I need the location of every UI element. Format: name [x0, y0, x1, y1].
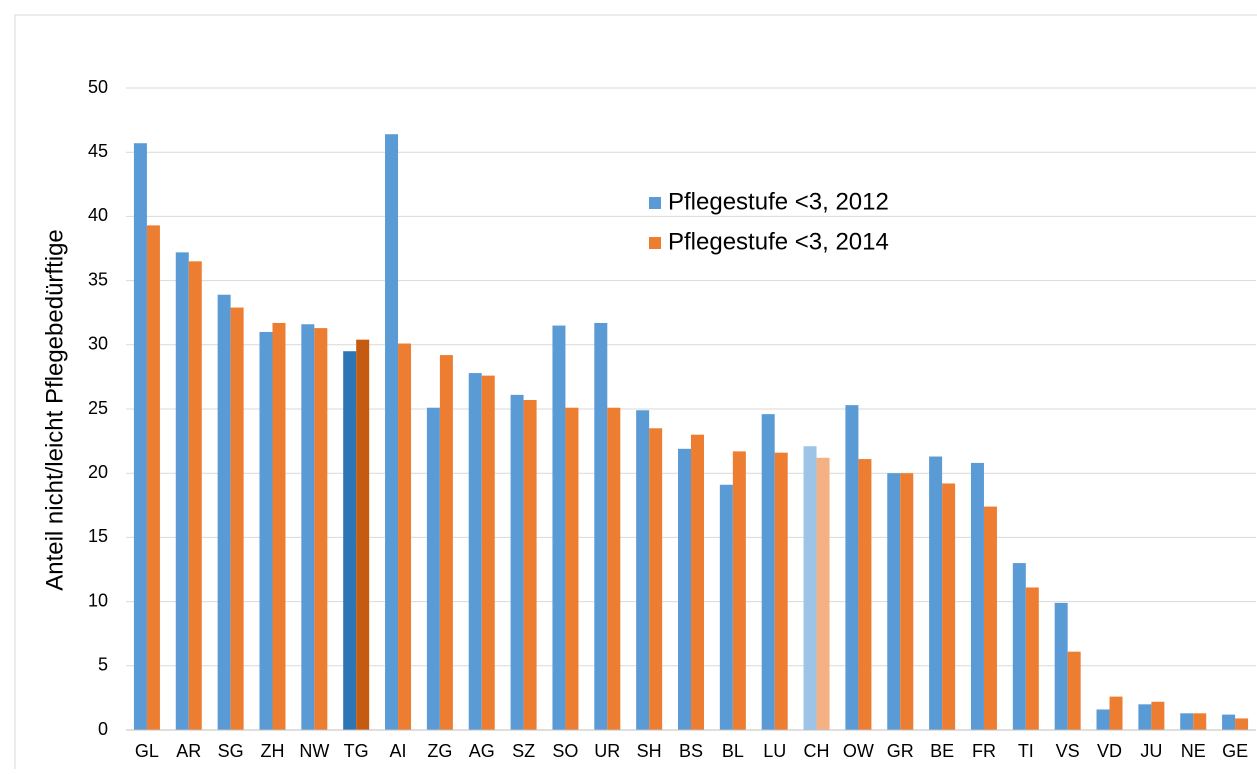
- x-tick-label: GR: [887, 741, 914, 761]
- bar: [1067, 651, 1081, 730]
- bar: [481, 375, 495, 730]
- x-tick-label: LU: [763, 741, 786, 761]
- bar: [398, 343, 412, 730]
- bar: [343, 351, 357, 730]
- x-tick-label: GL: [135, 741, 159, 761]
- bar: [929, 456, 943, 730]
- x-tick-label: VD: [1097, 741, 1122, 761]
- x-tick-label: SH: [637, 741, 662, 761]
- bar: [426, 407, 440, 730]
- bar: [774, 452, 788, 730]
- bar: [188, 261, 202, 730]
- bar: [691, 434, 704, 730]
- bar: [803, 446, 817, 730]
- bar: [565, 407, 579, 730]
- legend-swatch: [649, 197, 661, 209]
- bar: [678, 448, 691, 730]
- x-tick-label: UR: [594, 741, 620, 761]
- x-tick-label: NW: [299, 741, 329, 761]
- bar: [636, 410, 650, 730]
- bar: [845, 405, 859, 730]
- bar: [1012, 563, 1026, 730]
- bar: [594, 322, 608, 730]
- x-tick-label: ZG: [427, 741, 452, 761]
- y-tick-label: 50: [88, 77, 108, 97]
- x-tick-label: FR: [972, 741, 996, 761]
- chart-border: [14, 14, 1257, 774]
- bar: [858, 459, 872, 730]
- x-tick-label: JU: [1140, 741, 1162, 761]
- bar: [552, 325, 566, 730]
- bar: [761, 414, 775, 730]
- bar: [900, 473, 914, 730]
- x-tick-label: CH: [804, 741, 830, 761]
- x-tick-label: AG: [469, 741, 495, 761]
- bar: [356, 339, 370, 730]
- x-tick-label: GE: [1222, 741, 1248, 761]
- x-tick-label: AR: [176, 741, 201, 761]
- bar: [1109, 696, 1123, 730]
- bar: [1193, 713, 1207, 730]
- x-tick-label: VS: [1056, 741, 1080, 761]
- y-axis-label: Anteil nicht/leicht Pflegebedürftige: [41, 229, 68, 591]
- x-tick-label: BS: [679, 741, 703, 761]
- x-tick-label: BE: [930, 741, 954, 761]
- bar: [1235, 718, 1249, 730]
- bar: [133, 143, 147, 730]
- bar: [983, 506, 997, 730]
- y-tick-label: 0: [98, 719, 108, 739]
- x-tick-label: ZH: [260, 741, 284, 761]
- bar: [649, 428, 663, 730]
- legend-swatch: [649, 237, 661, 249]
- bar: [719, 484, 733, 730]
- x-tick-label: TI: [1018, 741, 1034, 761]
- bar: [1096, 709, 1110, 730]
- bar: [468, 373, 482, 730]
- bar: [314, 328, 328, 730]
- bar: [732, 451, 746, 730]
- y-tick-label: 25: [88, 398, 108, 418]
- bar: [230, 307, 244, 730]
- bar: [259, 331, 273, 730]
- bar: [1222, 714, 1236, 730]
- bar: [301, 324, 315, 730]
- x-tick-label: SZ: [512, 741, 535, 761]
- y-tick-label: 20: [88, 462, 108, 482]
- x-tick-label: TG: [344, 741, 369, 761]
- bar: [217, 294, 231, 730]
- bar: [1138, 704, 1152, 730]
- x-tick-label: SG: [218, 741, 244, 761]
- y-tick-label: 40: [88, 205, 108, 225]
- legend-label: Pflegestufe <3, 2012: [668, 188, 889, 215]
- bar: [523, 400, 537, 730]
- bar: [175, 252, 189, 731]
- y-tick-label: 35: [88, 269, 108, 289]
- y-tick-label: 5: [98, 655, 108, 675]
- x-tick-label: SO: [552, 741, 578, 761]
- bar: [1054, 602, 1068, 730]
- bar: [816, 457, 830, 730]
- bar: [510, 394, 524, 730]
- x-tick-label: OW: [843, 741, 874, 761]
- bar: [887, 473, 901, 730]
- bar: [439, 355, 453, 730]
- y-tick-label: 30: [88, 334, 108, 354]
- legend-label: Pflegestufe <3, 2014: [668, 228, 889, 255]
- bar: [1025, 587, 1039, 730]
- y-tick-label: 15: [88, 526, 108, 546]
- x-tick-label: AI: [390, 741, 407, 761]
- bar: [146, 225, 160, 730]
- bar: [942, 483, 956, 730]
- bar: [272, 322, 286, 730]
- bar: [385, 134, 399, 730]
- bar: [1180, 713, 1194, 730]
- bar: [607, 407, 621, 730]
- bar: [1151, 701, 1165, 730]
- y-tick-label: 10: [88, 590, 108, 610]
- bar: [970, 462, 984, 730]
- y-tick-label: 45: [88, 141, 108, 161]
- x-tick-label: NE: [1181, 741, 1206, 761]
- x-tick-label: BL: [722, 741, 744, 761]
